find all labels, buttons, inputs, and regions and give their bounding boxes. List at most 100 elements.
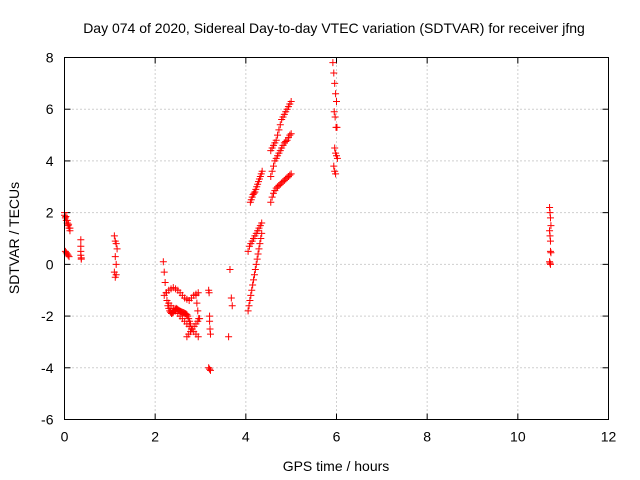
data-point (66, 224, 74, 232)
data-point (287, 97, 295, 105)
y-axis-label: SDTVAR / TECUs (6, 182, 22, 294)
x-tick-label: 6 (333, 429, 341, 445)
data-point (112, 240, 120, 248)
data-point (286, 171, 294, 179)
data-point (329, 59, 337, 67)
series-sat-j (205, 286, 214, 374)
data-point (160, 268, 168, 276)
data-point (546, 260, 554, 268)
data-point (331, 79, 339, 87)
data-point (246, 297, 254, 305)
data-point (269, 162, 277, 170)
data-point (194, 333, 202, 341)
data-point (112, 271, 120, 279)
data-point (287, 170, 295, 178)
data-point (226, 266, 234, 274)
y-tick-labels: -6 -4 -2 0 2 4 6 8 (41, 50, 54, 428)
data-point (253, 255, 261, 263)
data-point (249, 281, 257, 289)
x-tick-labels: 0 2 4 6 8 10 12 (61, 429, 617, 445)
data-point (194, 307, 202, 315)
data-point (183, 311, 191, 319)
chart-title: Day 074 of 2020, Sidereal Day-to-day VTE… (83, 20, 585, 36)
data-point (546, 214, 554, 222)
data-point (286, 131, 294, 139)
data-point (225, 333, 233, 341)
data-point (227, 294, 235, 302)
data-point (267, 172, 275, 180)
data-point (248, 286, 256, 294)
series-sat-o (267, 170, 295, 206)
data-point (192, 291, 200, 299)
data-point (258, 219, 266, 227)
data-point (257, 235, 265, 242)
data-point (244, 307, 252, 315)
data-point (547, 222, 555, 230)
x-tick-label: 4 (242, 429, 250, 445)
y-tick-label: 2 (46, 205, 54, 221)
series-sat-d (110, 232, 121, 281)
data-point (330, 69, 338, 77)
series-sat-p (267, 130, 295, 180)
series-sat-q (267, 97, 295, 155)
data-point (206, 330, 214, 338)
x-tick-label: 10 (510, 429, 526, 445)
data-point (251, 266, 259, 274)
data-point (330, 162, 338, 170)
data-point (64, 251, 72, 259)
series-sat-n (246, 167, 266, 206)
data-point (287, 130, 295, 138)
data-point (65, 220, 73, 228)
x-axis-label: GPS time / hours (283, 458, 390, 474)
data-point (333, 154, 341, 162)
series-sat-r (329, 59, 341, 178)
data-point (244, 247, 252, 255)
series-sat-c (77, 236, 85, 263)
series-sat-s (546, 203, 555, 268)
data-point (252, 260, 260, 268)
data-point (546, 237, 554, 245)
data-point (77, 236, 85, 244)
data-point (62, 213, 70, 221)
data-point (228, 302, 236, 310)
data-point (206, 312, 214, 320)
data-points (61, 59, 555, 374)
data-point (250, 189, 258, 197)
y-tick-label: 6 (46, 101, 54, 117)
series-sat-l (244, 229, 266, 315)
data-point (282, 138, 290, 146)
data-point (245, 302, 253, 310)
data-point (254, 250, 262, 258)
data-point (65, 253, 73, 261)
data-point (195, 315, 203, 323)
grid (64, 57, 609, 420)
data-point (110, 232, 118, 240)
y-tick-label: 4 (46, 153, 54, 169)
data-point (112, 260, 120, 268)
data-point (250, 276, 258, 284)
data-point (332, 170, 340, 178)
data-point (331, 144, 339, 152)
data-point (274, 131, 282, 139)
series-sat-g (165, 299, 202, 341)
series-sat-i (192, 291, 203, 323)
data-point (331, 113, 339, 121)
data-point (330, 108, 338, 116)
y-tick-label: 8 (46, 50, 54, 66)
x-tick-label: 0 (61, 429, 69, 445)
data-point (206, 366, 214, 374)
data-point (276, 121, 284, 129)
data-point (159, 258, 167, 266)
y-tick-label: -4 (41, 360, 54, 376)
series-sat-k (225, 266, 236, 341)
data-point (111, 253, 119, 261)
data-point (332, 90, 340, 98)
data-point (250, 271, 258, 279)
data-point (333, 97, 340, 105)
data-point (205, 289, 213, 297)
data-point (255, 245, 263, 253)
y-tick-label: -2 (41, 308, 54, 324)
x-tick-label: 12 (601, 429, 617, 445)
data-point (268, 193, 276, 201)
